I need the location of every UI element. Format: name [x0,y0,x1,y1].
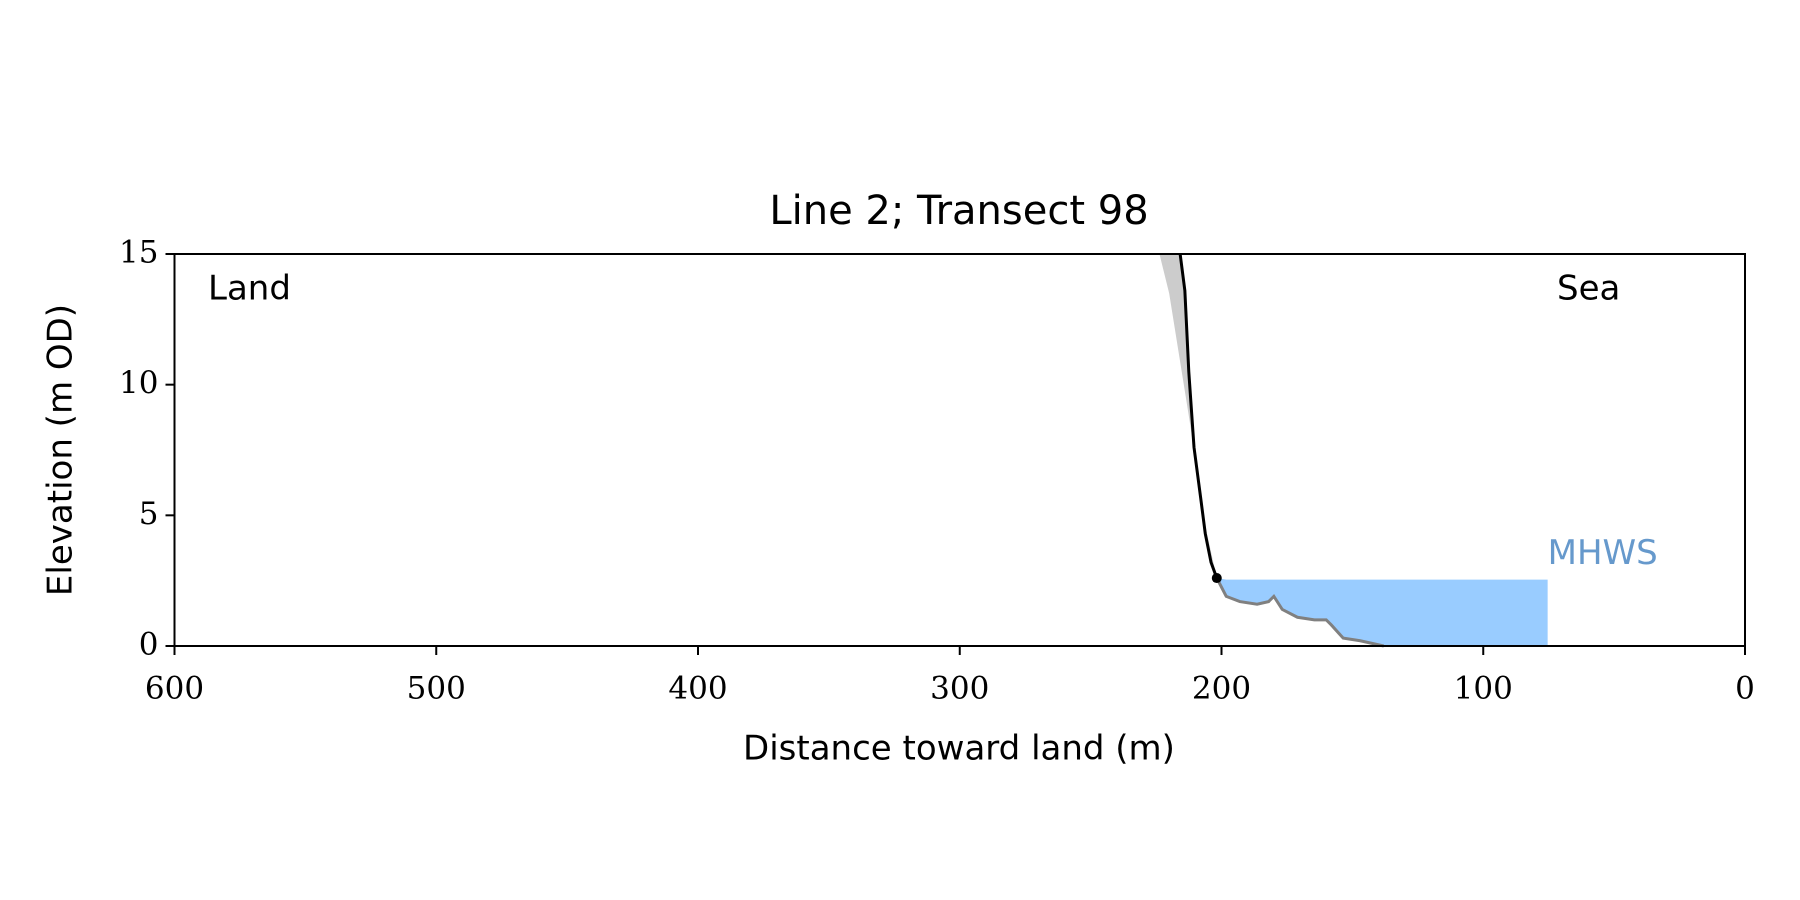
annotation: Sea [1557,269,1620,309]
y-tick-label: 5 [139,496,159,532]
y-axis-label: Elevation (m OD) [41,304,81,596]
annotation: Land [208,269,291,309]
eroded-area [1159,254,1217,579]
x-tick-label: 500 [407,671,466,707]
y-tick-label: 0 [139,627,159,663]
profile-line [1178,253,1219,579]
foreshore-line [1215,577,1385,648]
x-axis-label: Distance toward land (m) [743,729,1175,769]
x-tick-label: 100 [1454,671,1513,707]
x-tick-label: 0 [1735,671,1755,707]
chart-title: Line 2; Transect 98 [769,188,1148,234]
y-tick-label: 15 [119,235,158,271]
mhws-fill [1216,578,1548,646]
x-tick-label: 200 [1192,671,1251,707]
x-tick-label: 600 [145,671,204,707]
mhws-label: MHWS [1548,533,1658,573]
y-tick-label: 10 [119,365,158,401]
x-tick-label: 300 [930,671,989,707]
x-tick-label: 400 [668,671,727,707]
profile-marker [1211,573,1222,584]
